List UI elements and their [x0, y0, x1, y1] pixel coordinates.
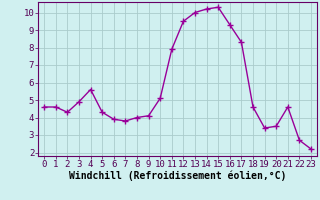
X-axis label: Windchill (Refroidissement éolien,°C): Windchill (Refroidissement éolien,°C): [69, 171, 286, 181]
